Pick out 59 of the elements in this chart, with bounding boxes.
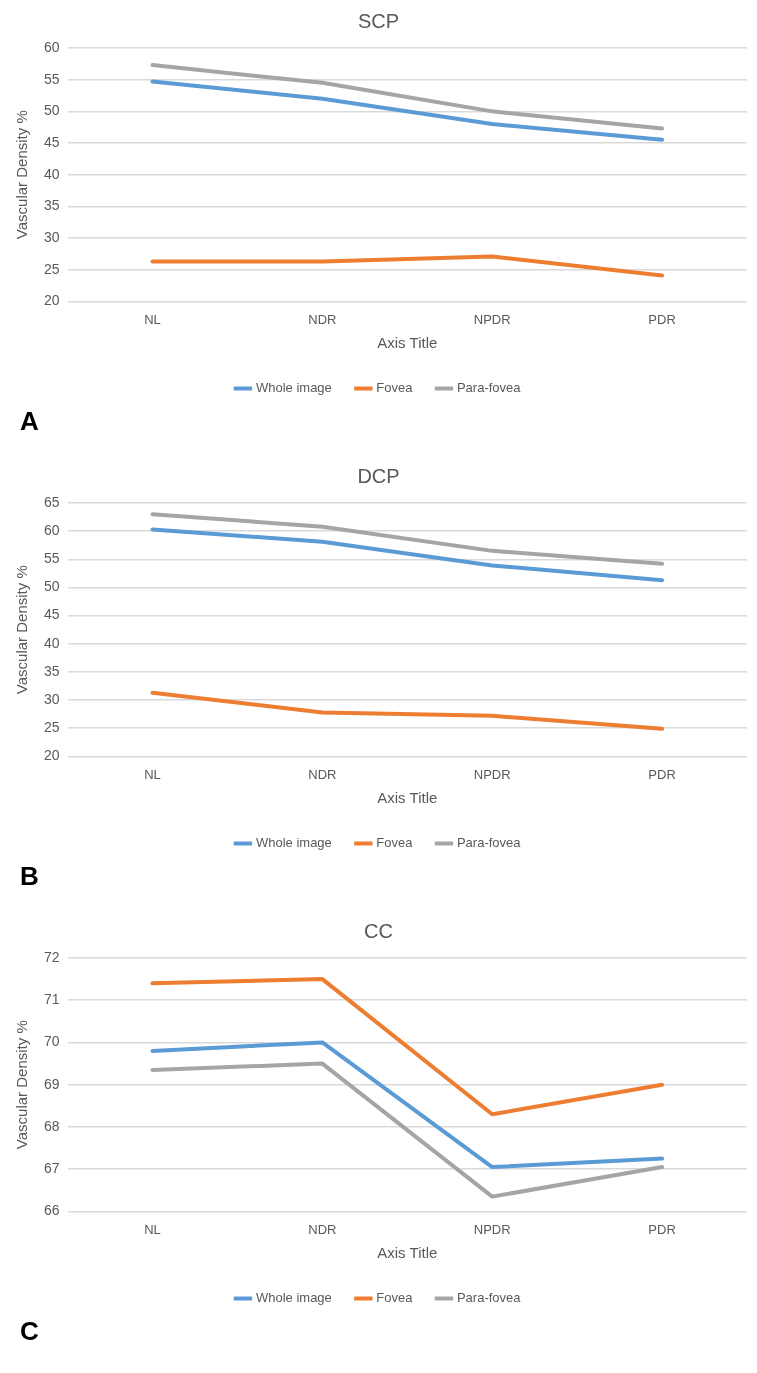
y-tick-label: 71 <box>43 991 60 1008</box>
text: C <box>20 1316 39 1347</box>
y-tick-label: 35 <box>43 197 60 214</box>
x-tick-label: PDR <box>648 1221 676 1237</box>
x-tick-label: NDR <box>308 1221 337 1237</box>
x-tick-label: NDR <box>308 311 337 327</box>
y-tick-label: 45 <box>43 133 60 150</box>
legend-label: Fovea <box>376 1290 414 1306</box>
y-axis-title: Vascular Density % <box>13 1020 31 1150</box>
x-tick-label: NPDR <box>473 1221 511 1237</box>
y-tick-label: 45 <box>43 606 60 623</box>
text: B <box>20 861 39 892</box>
x-tick-label: NPDR <box>473 766 511 782</box>
x-axis-title: Axis Title <box>377 334 438 352</box>
y-tick-label: 25 <box>43 719 60 736</box>
y-tick-label: 69 <box>43 1075 60 1092</box>
y-tick-label: 50 <box>43 578 60 595</box>
y-tick-label: 68 <box>43 1117 60 1134</box>
legend-label: Fovea <box>376 380 414 396</box>
y-tick-label: 55 <box>43 70 60 87</box>
y-tick-label: 20 <box>43 747 60 764</box>
x-tick-label: PDR <box>648 311 676 327</box>
x-tick-label: NL <box>144 1221 161 1237</box>
y-tick-label: 30 <box>43 228 60 245</box>
text: A <box>20 406 39 437</box>
y-tick-label: 30 <box>43 690 60 707</box>
y-tick-label: 66 <box>43 1202 60 1219</box>
x-axis-title: Axis Title <box>377 789 438 807</box>
y-tick-label: 25 <box>43 260 60 277</box>
legend-label: Whole image <box>255 380 332 396</box>
legend-label: Whole image <box>255 1290 332 1306</box>
legend-label: Para-fovea <box>456 380 522 396</box>
y-tick-label: 50 <box>43 102 60 119</box>
y-axis-title: Vascular Density % <box>13 565 31 695</box>
y-tick-label: 70 <box>43 1033 60 1050</box>
chart-title: DCP <box>357 464 400 487</box>
y-tick-label: 40 <box>43 165 60 182</box>
x-tick-label: NDR <box>308 766 337 782</box>
x-tick-label: NL <box>144 766 161 782</box>
x-axis-title: Axis Title <box>377 1244 438 1262</box>
x-tick-label: NL <box>144 311 161 327</box>
x-tick-label: NPDR <box>473 311 511 327</box>
legend-label: Para-fovea <box>456 835 522 851</box>
y-tick-label: 60 <box>43 522 60 539</box>
y-tick-label: 72 <box>43 948 60 965</box>
y-tick-label: 35 <box>43 662 60 679</box>
chart-title: SCP <box>357 9 400 32</box>
y-tick-label: 60 <box>43 38 60 55</box>
y-tick-label: 55 <box>43 550 60 567</box>
legend-label: Whole image <box>255 835 332 851</box>
y-tick-label: 65 <box>43 493 60 510</box>
legend-label: Fovea <box>376 835 414 851</box>
legend-label: Para-fovea <box>456 1290 522 1306</box>
y-axis-title: Vascular Density % <box>13 110 31 240</box>
y-tick-label: 67 <box>43 1160 60 1177</box>
y-tick-label: 20 <box>43 292 60 309</box>
x-tick-label: PDR <box>648 766 676 782</box>
y-tick-label: 40 <box>43 634 60 651</box>
chart-title: CC <box>364 919 393 942</box>
